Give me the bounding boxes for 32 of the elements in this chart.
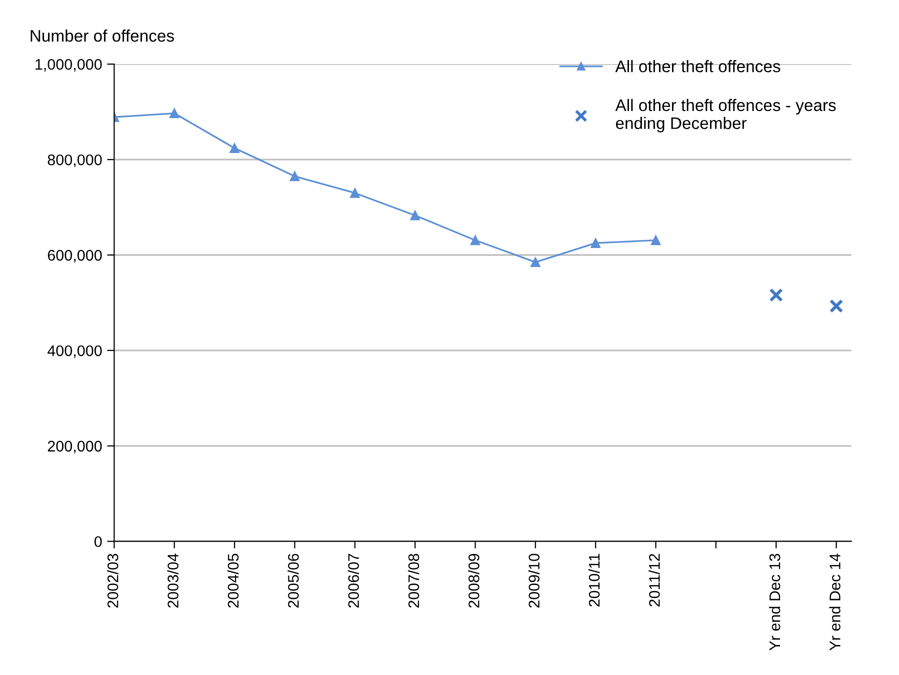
point xyxy=(230,143,240,153)
x-tick-label: 2007/08 xyxy=(408,554,420,608)
y-tick-label: 0 xyxy=(94,536,102,548)
x-tick-label: 2011/12 xyxy=(648,554,660,606)
x-tick-label: 2010/11 xyxy=(588,554,600,606)
legend-label: All other theft offences - years ending December xyxy=(615,98,836,132)
point xyxy=(829,299,844,313)
x-tick-label: 2003/04 xyxy=(167,554,178,608)
y-tick-label: 400,000 xyxy=(48,345,102,358)
point xyxy=(769,288,784,302)
point xyxy=(530,257,540,268)
point xyxy=(169,108,180,118)
y-axis-title: Number of offences xyxy=(30,30,174,42)
x-tick-label: 2005/06 xyxy=(288,554,299,608)
y-tick-label: 1,000,000 xyxy=(36,58,102,72)
x-tick-label: 2004/05 xyxy=(227,554,239,608)
x-tick-label: Yr end Dec 14 xyxy=(829,554,840,650)
point xyxy=(290,171,300,182)
point xyxy=(470,235,480,246)
point xyxy=(410,210,420,220)
x-tick-label: 2008/09 xyxy=(468,554,480,608)
x-tick-label: 2002/03 xyxy=(107,554,118,608)
x-tick-label: Yr end Dec 13 xyxy=(769,554,780,650)
x-tick-label: 2009/10 xyxy=(528,554,540,608)
y-tick-label: 200,000 xyxy=(48,440,102,454)
y-tick-label: 800,000 xyxy=(48,154,102,168)
x-tick-label: 2006/07 xyxy=(348,554,359,608)
point xyxy=(650,235,661,246)
legend-label: All other theft offences xyxy=(615,60,780,72)
y-tick-label: 600,000 xyxy=(48,250,102,263)
point xyxy=(590,238,600,248)
point xyxy=(350,188,360,198)
